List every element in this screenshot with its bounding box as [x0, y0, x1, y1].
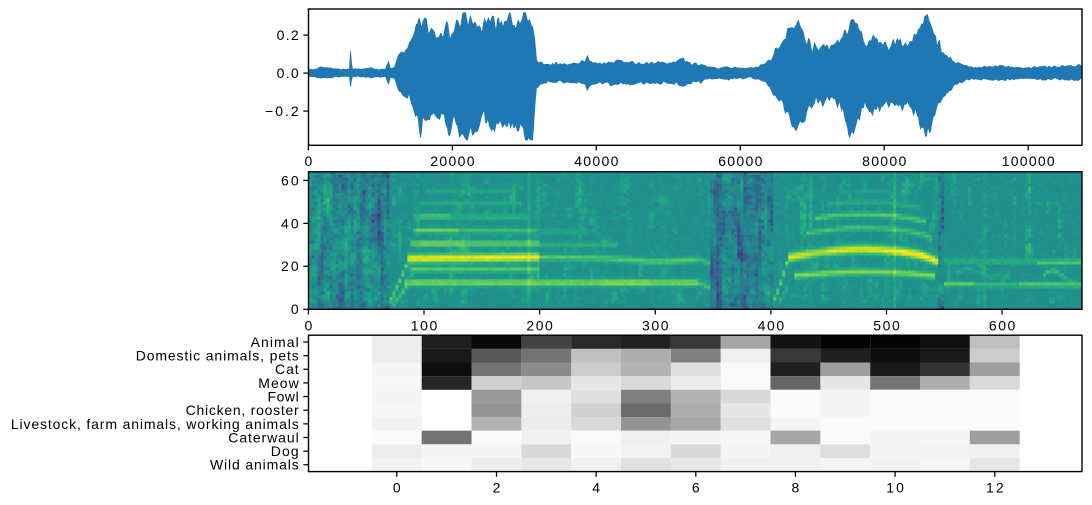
svg-text:2: 2	[493, 480, 501, 496]
svg-text:400: 400	[758, 317, 785, 333]
svg-text:600: 600	[989, 317, 1016, 333]
svg-text:0: 0	[291, 301, 299, 317]
svg-text:20000: 20000	[430, 153, 474, 169]
svg-text:10: 10	[886, 480, 904, 496]
svg-text:−0.2: −0.2	[265, 103, 299, 119]
svg-text:80000: 80000	[862, 153, 906, 169]
svg-text:Animal: Animal	[251, 334, 299, 350]
svg-text:8: 8	[792, 480, 800, 496]
svg-text:0: 0	[305, 317, 313, 333]
svg-text:60: 60	[281, 172, 299, 188]
svg-text:Caterwaul: Caterwaul	[228, 429, 298, 445]
svg-text:Meow: Meow	[258, 375, 299, 391]
svg-text:Livestock, farm animals, worki: Livestock, farm animals, working animals	[11, 416, 299, 432]
svg-text:0: 0	[393, 480, 401, 496]
svg-text:200: 200	[526, 317, 553, 333]
svg-text:Wild animals: Wild animals	[210, 457, 299, 473]
svg-text:0.2: 0.2	[277, 27, 299, 43]
svg-text:Domestic animals, pets: Domestic animals, pets	[136, 348, 299, 364]
svg-text:0: 0	[305, 153, 313, 169]
svg-text:Chicken, rooster: Chicken, rooster	[186, 402, 299, 418]
svg-text:20: 20	[281, 258, 299, 274]
svg-text:Dog: Dog	[271, 443, 299, 459]
svg-text:60000: 60000	[718, 153, 762, 169]
svg-text:40000: 40000	[574, 153, 618, 169]
svg-text:0.0: 0.0	[277, 65, 299, 81]
svg-text:100: 100	[411, 317, 438, 333]
svg-text:6: 6	[692, 480, 700, 496]
svg-text:12: 12	[986, 480, 1004, 496]
svg-text:300: 300	[642, 317, 669, 333]
svg-text:500: 500	[873, 317, 900, 333]
svg-text:Fowl: Fowl	[268, 389, 299, 405]
svg-text:4: 4	[592, 480, 600, 496]
svg-text:Cat: Cat	[275, 361, 299, 377]
svg-text:40: 40	[281, 215, 299, 231]
svg-text:100000: 100000	[1002, 153, 1055, 169]
